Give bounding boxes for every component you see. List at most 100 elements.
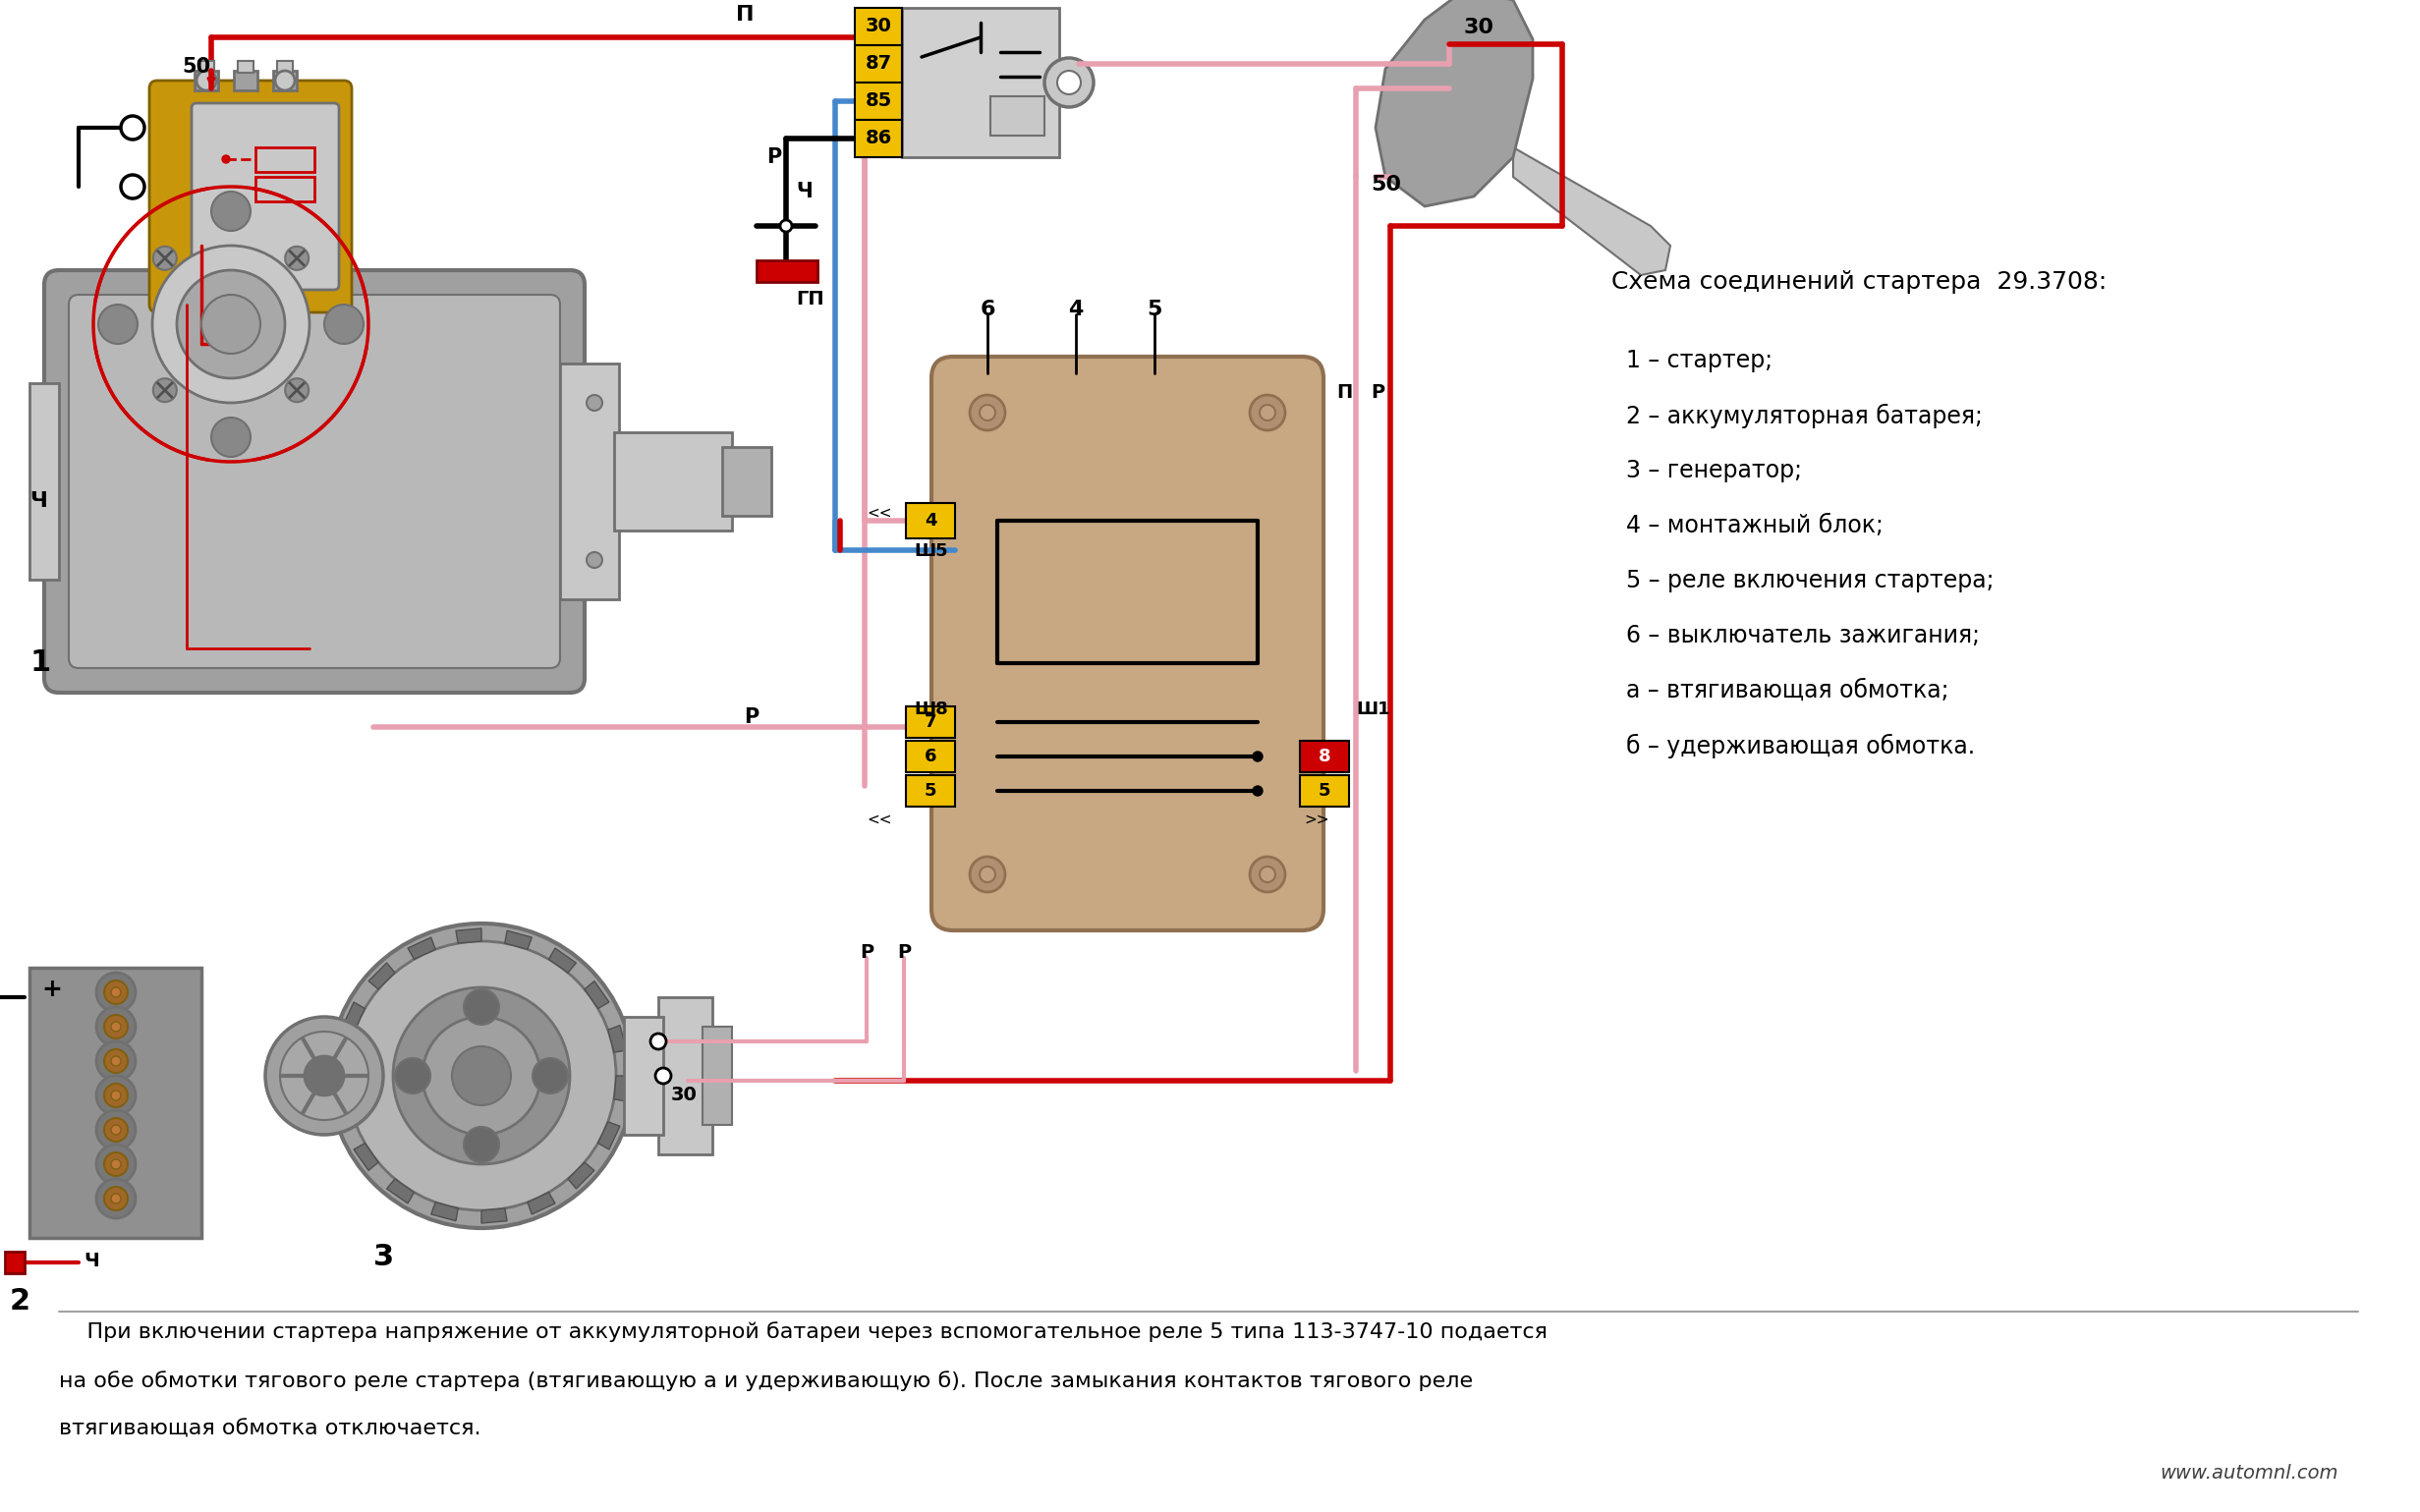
FancyBboxPatch shape — [150, 80, 351, 313]
Text: 4: 4 — [924, 513, 937, 529]
Circle shape — [99, 304, 138, 343]
Text: >>: >> — [1304, 812, 1329, 827]
Polygon shape — [344, 1002, 365, 1030]
Text: Р: Р — [859, 943, 874, 962]
Text: 5 – реле включения стартера;: 5 – реле включения стартера; — [1626, 569, 1994, 593]
Circle shape — [1249, 395, 1285, 431]
Bar — [237, 60, 254, 73]
Polygon shape — [528, 1193, 554, 1214]
Bar — [235, 71, 257, 91]
Circle shape — [177, 271, 286, 378]
FancyBboxPatch shape — [44, 271, 586, 692]
Text: а – втягивающая обмотка;: а – втягивающая обмотка; — [1626, 679, 1948, 703]
Text: 8: 8 — [1319, 747, 1331, 765]
Circle shape — [586, 552, 603, 569]
Bar — [29, 383, 58, 579]
Circle shape — [111, 1125, 121, 1134]
Text: Ч: Ч — [796, 181, 813, 201]
Polygon shape — [615, 1077, 629, 1101]
Text: Ш1: Ш1 — [1355, 700, 1389, 718]
Text: При включении стартера напряжение от аккумуляторной батареи через вспомогательно: При включении стартера напряжение от акк… — [58, 1321, 1546, 1341]
Polygon shape — [368, 963, 394, 989]
Text: 1: 1 — [29, 649, 51, 677]
Text: 4 – монтажный блок;: 4 – монтажный блок; — [1626, 514, 1883, 537]
Circle shape — [651, 1034, 666, 1049]
Text: Ч: Ч — [29, 491, 46, 511]
Circle shape — [970, 857, 1004, 892]
Text: втягивающая обмотка отключается.: втягивающая обмотка отключается. — [58, 1420, 482, 1439]
Circle shape — [266, 1018, 382, 1134]
Circle shape — [423, 1018, 540, 1134]
Text: 3: 3 — [373, 1243, 394, 1272]
Circle shape — [656, 1067, 670, 1084]
Text: Схема соединений стартера  29.3708:: Схема соединений стартера 29.3708: — [1612, 271, 2108, 293]
Text: 6 – выключатель зажигания;: 6 – выключатель зажигания; — [1626, 624, 1980, 647]
Polygon shape — [431, 1202, 457, 1220]
Circle shape — [111, 987, 121, 998]
Circle shape — [324, 304, 363, 343]
Bar — [257, 147, 315, 172]
Circle shape — [286, 246, 310, 271]
Circle shape — [286, 378, 310, 402]
Circle shape — [346, 940, 617, 1211]
Circle shape — [465, 1126, 499, 1163]
Text: Р: Р — [1370, 383, 1384, 402]
Text: 3 – генератор;: 3 – генератор; — [1626, 458, 1803, 482]
Bar — [559, 363, 620, 599]
Bar — [854, 119, 903, 157]
Bar — [854, 45, 903, 83]
Text: www.automnl.com: www.automnl.com — [2161, 1464, 2338, 1483]
Bar — [905, 741, 956, 773]
Text: 1 – стартер;: 1 – стартер; — [1626, 349, 1771, 372]
Bar — [721, 448, 772, 516]
Text: 30: 30 — [670, 1086, 697, 1104]
Circle shape — [104, 1015, 128, 1039]
FancyBboxPatch shape — [932, 357, 1324, 930]
Circle shape — [453, 1046, 511, 1105]
Circle shape — [104, 980, 128, 1004]
Bar — [257, 177, 315, 201]
Polygon shape — [569, 1163, 595, 1188]
Polygon shape — [482, 1208, 508, 1223]
Circle shape — [121, 175, 145, 198]
Circle shape — [1249, 857, 1285, 892]
Text: 2: 2 — [10, 1287, 31, 1315]
Circle shape — [97, 1042, 136, 1081]
Bar — [615, 432, 731, 531]
Bar — [905, 776, 956, 806]
Text: 30: 30 — [866, 17, 891, 36]
Text: 85: 85 — [864, 92, 893, 110]
Text: 87: 87 — [864, 54, 891, 73]
Text: +: + — [41, 978, 63, 1001]
Polygon shape — [353, 1143, 378, 1170]
Circle shape — [329, 924, 634, 1228]
Circle shape — [111, 1022, 121, 1031]
Circle shape — [211, 417, 252, 457]
Bar — [854, 83, 903, 119]
Circle shape — [1045, 57, 1094, 107]
Circle shape — [111, 1193, 121, 1204]
Polygon shape — [506, 931, 532, 950]
Circle shape — [201, 295, 261, 354]
Circle shape — [532, 1058, 569, 1093]
Circle shape — [1254, 786, 1263, 795]
Circle shape — [97, 1007, 136, 1046]
Bar — [905, 706, 956, 738]
Circle shape — [97, 1179, 136, 1219]
Circle shape — [394, 1058, 431, 1093]
Bar — [624, 1018, 663, 1134]
Polygon shape — [455, 928, 482, 943]
Text: <<: << — [866, 812, 891, 827]
Circle shape — [305, 1057, 344, 1095]
Text: Ш8: Ш8 — [915, 700, 949, 718]
Bar — [276, 60, 293, 73]
Text: <<: << — [866, 505, 891, 520]
Polygon shape — [607, 1025, 627, 1052]
Circle shape — [111, 1057, 121, 1066]
Bar — [1300, 776, 1348, 806]
Text: 4: 4 — [1067, 299, 1084, 319]
Circle shape — [104, 1117, 128, 1142]
Circle shape — [211, 192, 252, 231]
Circle shape — [97, 1077, 136, 1114]
Circle shape — [97, 1145, 136, 1184]
